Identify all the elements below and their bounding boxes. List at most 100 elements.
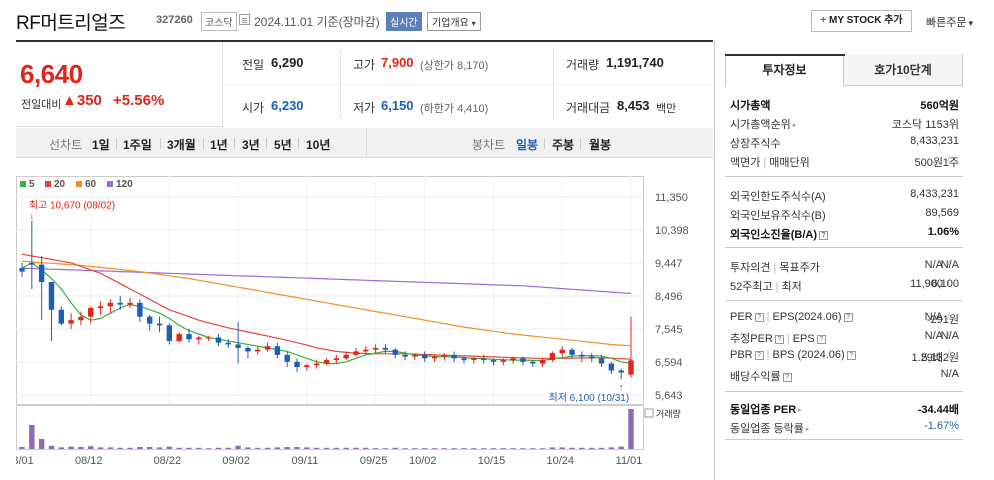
x-tick-label: 08/01 — [16, 455, 34, 467]
y-tick-label: 6,594 — [655, 357, 683, 369]
help-icon[interactable]: ? — [782, 372, 792, 382]
x-tick-label: 10/24 — [546, 455, 574, 467]
info-value: 500원 — [914, 157, 943, 169]
volume-bar — [205, 448, 212, 449]
volume-bar — [294, 447, 300, 449]
price-box — [16, 42, 223, 127]
open-label: 시가 — [242, 101, 265, 115]
candle-monthly[interactable]: 월봉 — [589, 138, 612, 152]
quick-order-button[interactable]: 빠른주문 — [926, 14, 973, 30]
add-my-stock-button[interactable]: + MY STOCK 추가 — [811, 10, 912, 32]
chevron-right-icon[interactable]: ▸ — [805, 426, 810, 434]
help-icon[interactable]: ? — [816, 334, 826, 344]
period-1d[interactable]: 1일 — [92, 138, 110, 152]
y-tick-label: 9,447 — [655, 258, 683, 270]
change-label: 전일대비 — [21, 99, 62, 111]
candle-body — [245, 347, 251, 352]
tab-order-book[interactable]: 호가10단계 — [844, 54, 963, 86]
volume-bar — [107, 447, 114, 449]
volume-bar — [441, 448, 448, 449]
volume-bar — [78, 447, 84, 449]
period-1y[interactable]: 1년 — [210, 138, 228, 152]
period-bar — [16, 128, 713, 158]
candle-body — [137, 302, 143, 317]
x-tick-label: 08/22 — [154, 455, 182, 467]
volume-bar — [392, 447, 398, 449]
realtime-button[interactable]: 실시간 — [386, 12, 422, 31]
candle-body — [500, 360, 507, 362]
period-10y[interactable]: 10년 — [306, 138, 331, 152]
candle-body — [451, 354, 457, 359]
info-label-text: 최저 — [781, 281, 802, 293]
volume-bar — [176, 447, 182, 449]
volume-bar — [88, 446, 94, 449]
volume-bar — [530, 448, 536, 449]
info-label: 외국인한도주식수(A) — [730, 188, 826, 204]
high-annotation: 최고 10,670 (08/02) — [29, 200, 115, 212]
info-label-text: 투자의견 — [730, 262, 771, 274]
candle-body — [313, 363, 320, 366]
period-3y[interactable]: 3년 — [242, 138, 260, 152]
info-value: 1주 — [942, 157, 959, 169]
info-label: 시가총액 — [730, 97, 770, 113]
volume-bar — [264, 447, 271, 449]
volume-frame — [16, 405, 644, 450]
candle-body — [68, 320, 74, 324]
low-label: 저가 — [353, 101, 376, 115]
candle-body — [78, 316, 84, 321]
chart-frame — [16, 176, 644, 405]
section-divider — [725, 391, 963, 392]
help-icon[interactable]: ? — [819, 230, 828, 240]
help-icon[interactable]: ? — [754, 312, 764, 322]
info-label-text: 외국인소진율(B/A) — [730, 229, 817, 241]
info-label: 액면가 | 매매단위 — [730, 154, 810, 170]
candle-body — [19, 268, 25, 272]
info-value: -1.67% — [924, 420, 959, 432]
price-chart[interactable]: 11,350 10,398 9,447 8,496 7,545 6,594 5,643 08/… — [16, 176, 713, 480]
price-change-value: 350 — [76, 92, 102, 109]
divider — [366, 128, 367, 158]
prev-close-value: 6,290 — [271, 55, 304, 70]
candle-body — [559, 349, 565, 354]
header: RF머트리얼즈 327260 코스닥 2024.11.01 기준(장마감) 실시… — [0, 0, 994, 40]
info-label: PER? | EPS(2024.06)? — [730, 311, 853, 323]
divider: / — [946, 311, 950, 323]
help-icon[interactable]: ? — [754, 350, 764, 360]
legend-swatch — [45, 181, 51, 187]
info-value: 8,433,231 — [910, 135, 959, 147]
company-overview-dropdown[interactable]: 기업개요 ▾ — [427, 12, 481, 31]
period-5y[interactable]: 5년 — [274, 138, 292, 152]
legend-label: 120 — [116, 179, 133, 190]
info-label-text: 추정PER — [730, 333, 773, 345]
chevron-right-icon[interactable]: ▸ — [798, 407, 802, 415]
period-3m[interactable]: 3개월 — [167, 138, 196, 152]
lower-limit: (하한가 4,410) — [420, 103, 489, 115]
volume-bar — [215, 447, 222, 449]
candle-body — [107, 302, 114, 307]
info-value: -291원 — [926, 314, 959, 326]
chevron-right-icon[interactable]: ▸ — [792, 122, 797, 130]
volume-bar — [402, 448, 408, 449]
candle-body — [579, 354, 585, 357]
candle-body — [146, 316, 153, 324]
price-change: ▲350 — [62, 92, 102, 109]
tab-invest-info[interactable]: 투자정보 — [725, 54, 844, 86]
divider: | — [763, 157, 767, 169]
candle-body — [431, 356, 438, 359]
info-value: 5,132원 — [921, 352, 959, 364]
candle-daily[interactable]: 일봉 — [516, 138, 539, 152]
help-icon[interactable]: ? — [846, 350, 856, 360]
volume-bar — [97, 447, 104, 449]
divider: / — [946, 330, 950, 342]
volume-bar — [186, 447, 192, 449]
volume-bar — [156, 447, 163, 449]
company-overview-label: 기업개요 — [432, 18, 469, 29]
header-divider — [16, 40, 713, 42]
moving-average-ma120 — [21, 267, 632, 294]
info-label-text: 동일업종 PER — [730, 404, 797, 416]
help-icon[interactable]: ? — [774, 334, 784, 344]
volume-bar — [353, 447, 359, 449]
help-icon[interactable]: ? — [843, 312, 853, 322]
period-1w[interactable]: 1주일 — [123, 138, 152, 152]
candle-weekly[interactable]: 주봉 — [552, 138, 575, 152]
